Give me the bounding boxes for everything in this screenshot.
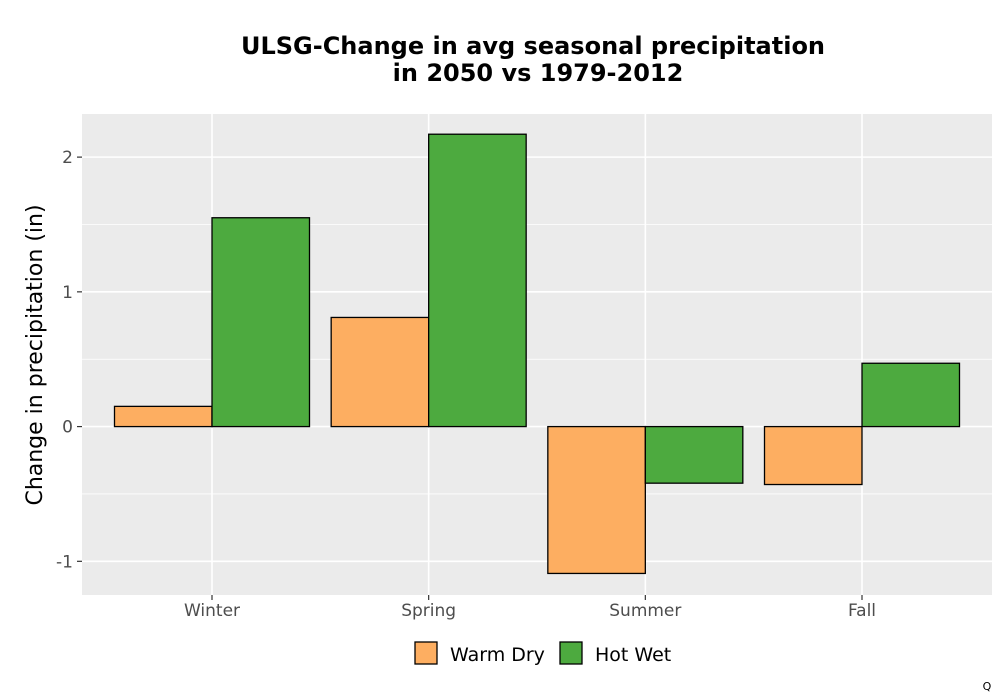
x-tick-label: Summer <box>609 601 681 621</box>
y-tick-label: -1 <box>56 552 73 572</box>
y-tick-label: 2 <box>62 148 73 168</box>
corner-mark: Q <box>983 680 992 693</box>
x-tick-label: Fall <box>848 601 876 621</box>
bar-hot-wet-summer <box>644 425 744 484</box>
y-tick-label: 0 <box>62 418 73 438</box>
bar-warm-dry-summer <box>547 425 646 575</box>
legend-swatch <box>414 641 438 665</box>
bar-hot-wet-fall <box>861 362 961 428</box>
legend-label: Hot Wet <box>595 644 671 666</box>
bars <box>113 133 961 575</box>
bar-warm-dry-spring <box>330 316 430 428</box>
bar-hot-wet-spring <box>428 133 527 428</box>
chart-title-line-1: ULSG-Change in avg seasonal precipitatio… <box>241 32 825 60</box>
y-axis-title: Change in precipitation (in) <box>23 204 48 505</box>
y-tick-label: 1 <box>62 283 73 303</box>
legend-swatch <box>559 641 583 665</box>
x-tick-label: Winter <box>184 601 240 621</box>
bar-hot-wet-winter <box>211 217 311 428</box>
bar-warm-dry-winter <box>113 405 213 428</box>
chart-title-line-2: in 2050 vs 1979-2012 <box>393 59 684 87</box>
x-axis-ticks: Winter Spring Summer Fall <box>184 595 876 621</box>
x-tick-label: Spring <box>401 601 456 621</box>
bar-warm-dry-fall <box>763 425 863 486</box>
legend: Warm Dry Hot Wet <box>414 641 671 666</box>
y-axis-ticks: -1 0 1 2 <box>56 148 82 572</box>
legend-label: Warm Dry <box>450 644 545 666</box>
